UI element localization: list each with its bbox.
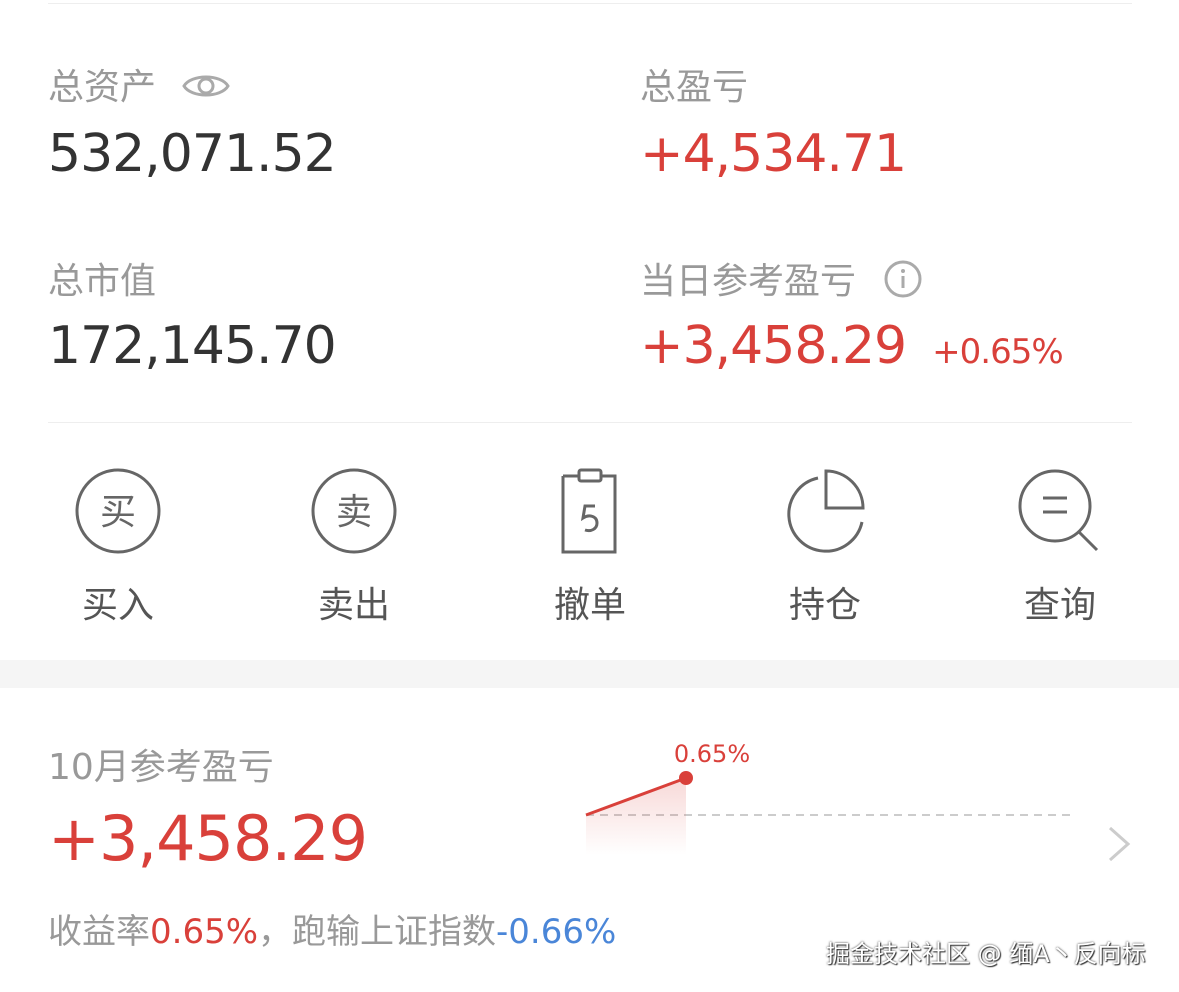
positions-label: 持仓 (788, 585, 861, 626)
query-button[interactable]: 查询 (990, 466, 1130, 628)
chevron-right-icon[interactable] (1106, 824, 1132, 864)
cancel-order-button[interactable]: 撤单 (520, 466, 660, 628)
cancel-order-icon (561, 468, 617, 554)
point-label: 0.65% (674, 740, 750, 768)
monthly-label: 10月参考盈亏 (48, 747, 274, 788)
total-assets-label: 总资产 (48, 58, 231, 110)
total-pl-label: 总盈亏 (640, 67, 749, 108)
svg-text:卖: 卖 (336, 492, 372, 533)
sell-icon: 卖 (311, 468, 397, 554)
monthly-value: +3,458.29 (48, 802, 368, 875)
buy-icon: 买 (75, 468, 161, 554)
positions-button[interactable]: 持仓 (755, 466, 895, 628)
divider (48, 3, 1132, 4)
divider (48, 422, 1132, 423)
sell-label: 卖出 (317, 585, 390, 626)
market-value-label: 总市值 (48, 261, 157, 302)
sell-button[interactable]: 卖 卖出 (284, 466, 424, 628)
daily-pl-value: +3,458.29 +0.65% (640, 316, 1064, 376)
buy-label: 买入 (81, 585, 154, 626)
section-gap (0, 660, 1179, 688)
monthly-chart: 0.65% (585, 740, 1075, 855)
data-point (679, 771, 693, 785)
series-line (585, 776, 687, 817)
eye-icon[interactable] (181, 69, 231, 103)
buy-button[interactable]: 买 买入 (48, 466, 188, 628)
monthly-rate: 收益率0.65%，跑输上证指数-0.66% (48, 912, 617, 952)
watermark: 掘金技术社区 @ 缅A丶反向标 (826, 940, 1146, 968)
total-pl-value: +4,534.71 (640, 124, 907, 184)
search-icon (1018, 469, 1099, 552)
pie-chart-icon (787, 469, 865, 553)
area-fill (586, 778, 686, 855)
svg-text:买: 买 (100, 492, 136, 533)
daily-pl-pct: +0.65% (932, 332, 1063, 372)
market-value: 172,145.70 (48, 316, 337, 376)
cancel-order-label: 撤单 (553, 585, 626, 626)
daily-pl-label: 当日参考盈亏 (640, 252, 923, 304)
query-label: 查询 (1023, 585, 1096, 626)
info-icon[interactable] (883, 259, 923, 299)
total-assets-value: 532,071.52 (48, 124, 337, 184)
